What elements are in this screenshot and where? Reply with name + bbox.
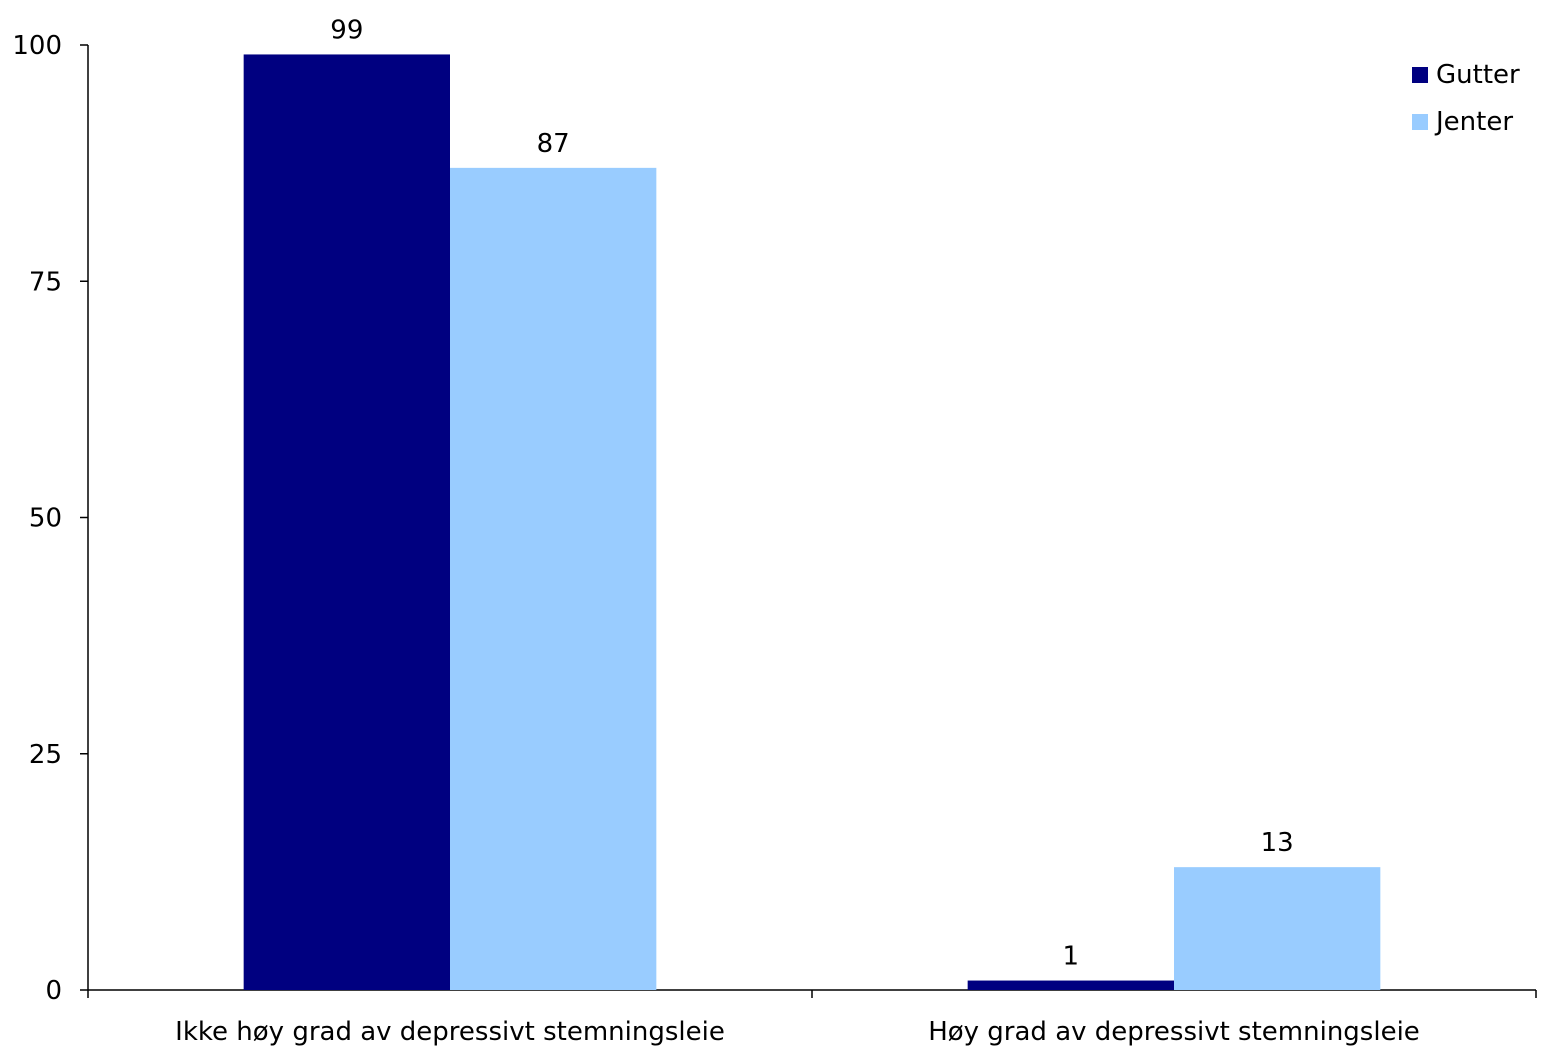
x-category-label: Høy grad av depressivt stemningsleie (928, 1017, 1420, 1047)
y-tick-label: 0 (45, 976, 62, 1006)
legend: Gutter Jenter (1412, 60, 1520, 137)
y-axis: 0 25 50 75 100 (12, 31, 89, 1006)
bar-jenter-0 (450, 167, 657, 991)
y-tick-label: 25 (29, 740, 62, 770)
bar-gutter-0 (243, 54, 450, 990)
y-tick-label: 50 (29, 504, 62, 534)
bar-gutter-1 (967, 980, 1174, 990)
legend-swatch-jenter (1412, 114, 1428, 130)
data-label: 99 (330, 15, 363, 45)
y-tick-label: 100 (12, 31, 62, 61)
y-tick-label: 75 (29, 267, 62, 297)
legend-swatch-gutter (1412, 67, 1428, 83)
x-axis: Ikke høy grad av depressivt stemningslei… (87, 989, 1537, 1047)
bars (243, 54, 1381, 991)
x-category-label: Ikke høy grad av depressivt stemningslei… (175, 1017, 725, 1047)
data-label: 87 (537, 129, 570, 159)
data-label: 1 (1063, 942, 1080, 972)
data-label: 13 (1261, 828, 1294, 858)
bar-jenter-1 (1174, 867, 1381, 990)
legend-label-gutter: Gutter (1436, 60, 1520, 90)
data-labels: 99 87 1 13 (330, 15, 1293, 971)
legend-label-jenter: Jenter (1434, 107, 1513, 137)
